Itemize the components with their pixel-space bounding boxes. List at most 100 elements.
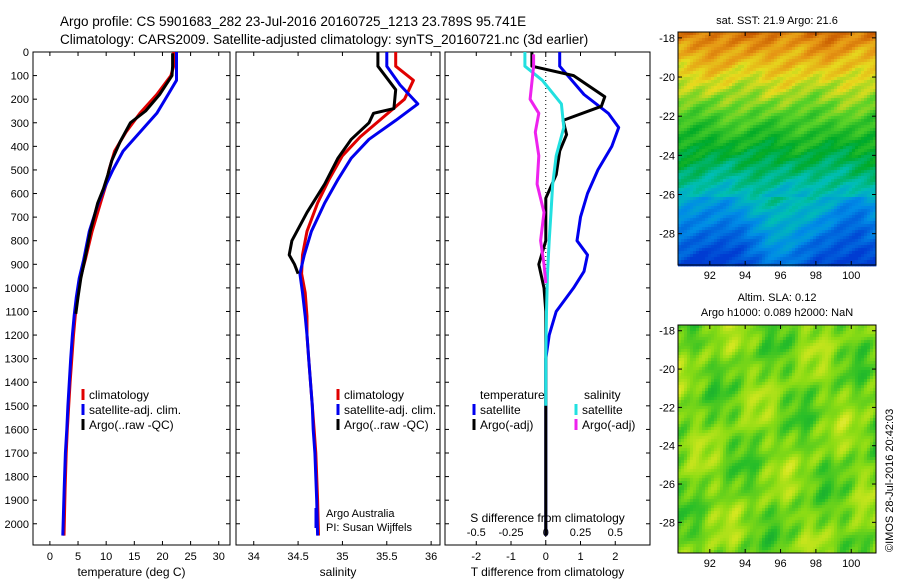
map-cell [750,104,754,108]
map-cell [858,167,862,171]
map-cell [783,122,787,126]
map-cell [792,200,796,204]
map-cell [837,167,841,171]
map-cell [864,44,868,48]
map-cell [714,128,718,132]
map-cell [831,146,835,150]
map-cell [816,98,820,102]
map-cell [759,191,763,195]
map-cell [708,197,712,201]
map-cell [864,125,868,129]
map-cell [759,182,763,186]
map-cell [843,116,847,120]
map-cell [834,116,838,120]
map-cell [771,164,775,168]
map-cell [825,230,829,234]
map-cell [828,161,832,165]
map-cell [801,185,805,189]
map-cell [846,173,850,177]
map-cell [732,125,736,129]
map-cell [747,68,751,72]
map-cell [795,59,799,63]
map-cell [864,224,868,228]
map-cell [819,164,823,168]
map-cell [696,131,700,135]
map-cell [726,209,730,213]
map-cell [744,215,748,219]
map-cell [708,128,712,132]
map-cell [852,179,856,183]
map-cell [762,122,766,126]
map-cell [840,44,844,48]
map-cell [696,218,700,222]
map-cell [777,38,781,42]
x-tick-label: -1 [506,551,516,563]
map-cell [747,134,751,138]
map-cell [828,68,832,72]
map-cell [810,239,814,243]
map-cell [783,227,787,231]
map-cell [792,92,796,96]
map-cell [801,161,805,165]
map-cell [678,122,682,126]
map-cell [873,56,877,60]
map-cell [747,38,751,42]
map-cell [783,200,787,204]
map-cell [687,203,691,207]
map-cell [828,89,832,93]
map-cell [780,224,784,228]
map-cell [783,233,787,237]
map-cell [723,128,727,132]
map-cell [690,182,694,186]
map-cell [687,167,691,171]
map-cell [822,206,826,210]
map-cell [735,32,739,36]
map-cell [783,131,787,135]
map-cell [759,92,763,96]
map-cell [798,62,802,66]
map-cell [741,242,745,246]
map-cell [798,110,802,114]
map-cell [729,137,733,141]
map-cell [678,95,682,99]
map-cell [696,230,700,234]
map-cell [735,95,739,99]
depth-tick-label: 200 [11,94,29,106]
map-cell [735,152,739,156]
map-cell [729,200,733,204]
depth-tick-label: 400 [11,141,29,153]
map-cell [714,167,718,171]
map-cell [855,215,859,219]
map-cell [843,32,847,36]
map-cell [840,155,844,159]
map-cell [768,152,772,156]
x-tick-label: -2 [471,551,481,563]
map-cell [690,131,694,135]
map-cell [819,224,823,228]
map-cell [819,122,823,126]
map-cell [846,95,850,99]
map-cell [768,143,772,147]
map-cell [828,215,832,219]
map-cell [798,221,802,225]
map-cell [840,32,844,36]
map-cell [729,158,733,162]
map-cell [729,209,733,213]
map-cell [798,68,802,72]
map-cell [789,137,793,141]
map-cell [801,92,805,96]
map-cell [861,53,865,57]
map-cell [714,62,718,66]
map-cell [738,176,742,180]
map-cell [756,38,760,42]
map-cell [858,44,862,48]
map-cell [801,218,805,222]
map-cell [744,194,748,198]
map-cell [867,131,871,135]
map-cell [780,206,784,210]
map-cell [699,209,703,213]
map-cell [840,191,844,195]
map-cell [723,86,727,90]
map-cell [717,233,721,237]
map-cell [825,152,829,156]
